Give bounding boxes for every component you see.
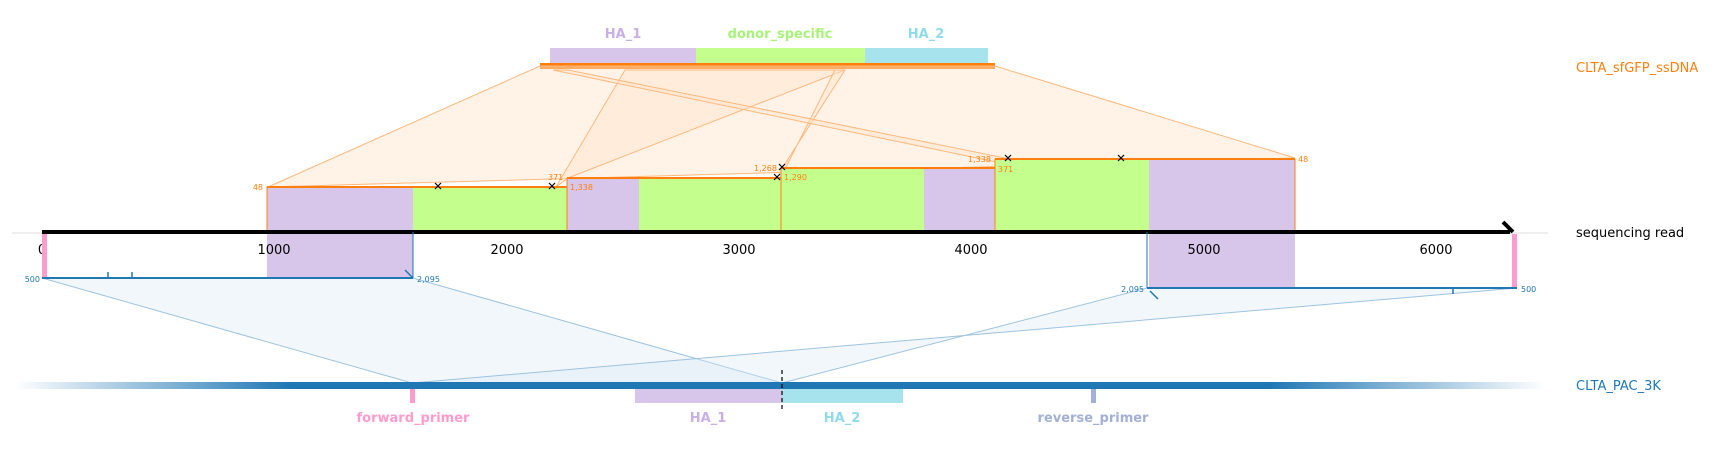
reference-feature-ha2	[782, 389, 903, 403]
donor-feature-label-ha2: HA_2	[908, 27, 945, 42]
donor-alignments	[266, 158, 1296, 232]
svg-text:1,290: 1,290	[784, 173, 807, 182]
svg-text:371: 371	[998, 165, 1013, 174]
axis-tick-5000: 5000	[1187, 243, 1220, 258]
svg-text:48: 48	[1298, 155, 1308, 164]
reference-name: CLTA_PAC_3K	[1576, 379, 1661, 394]
donor-feature-label-ha1: HA_1	[605, 27, 642, 42]
svg-text:48: 48	[253, 183, 263, 192]
svg-text:371: 371	[548, 173, 563, 182]
donor-feature-label-donor-specific: donor_specific	[728, 27, 833, 42]
svg-text:1,338: 1,338	[968, 155, 991, 164]
donor-alignment-labels: 48 371 1,338 1,268 1,290 1,338 371 48	[253, 155, 1308, 192]
svg-text:500: 500	[25, 275, 40, 284]
svg-text:1,268: 1,268	[754, 164, 777, 173]
svg-text:500: 500	[1521, 285, 1536, 294]
axis-tick-2000: 2000	[490, 243, 523, 258]
reference-feature-forward-primer	[410, 389, 415, 403]
axis-tick-6000: 6000	[1419, 243, 1452, 258]
reference-feature-reverse-primer	[1091, 389, 1096, 403]
reference-bar	[15, 382, 1545, 389]
axis-tick-4000: 4000	[954, 243, 987, 258]
reference-projections	[41, 277, 1518, 384]
svg-text:1,338: 1,338	[570, 183, 593, 192]
donor-name: CLTA_sfGFP_ssDNA	[1576, 61, 1698, 76]
read-features	[267, 159, 1295, 289]
axis-tick-1000: 1000	[257, 243, 290, 258]
read-name: sequencing read	[1576, 226, 1684, 241]
read-axis: sequencing read 0 1000 2000 3000 4000 50…	[12, 220, 1684, 289]
reference-alignment-labels: 500 2,095 2,095 500	[25, 275, 1537, 294]
donor-projections	[267, 65, 1296, 188]
svg-text:2,095: 2,095	[1121, 285, 1144, 294]
donor-feature-ha2	[865, 48, 988, 64]
donor-feature-ha1	[550, 48, 696, 64]
reference-feature-ha1	[635, 389, 782, 403]
reference-alignments	[42, 232, 1517, 300]
reference-feature-label-reverse-primer: reverse_primer	[1038, 411, 1150, 426]
donor-feature-donor-specific	[696, 48, 865, 64]
reference-track: forward_primer HA_1 HA_2 reverse_primer …	[15, 370, 1661, 426]
svg-text:2,095: 2,095	[417, 275, 440, 284]
axis-tick-3000: 3000	[722, 243, 755, 258]
reference-feature-label-forward-primer: forward_primer	[357, 411, 471, 426]
mismatch-markers	[434, 154, 1125, 190]
reference-feature-label-ha1: HA_1	[690, 411, 727, 426]
reference-feature-label-ha2: HA_2	[824, 411, 861, 426]
